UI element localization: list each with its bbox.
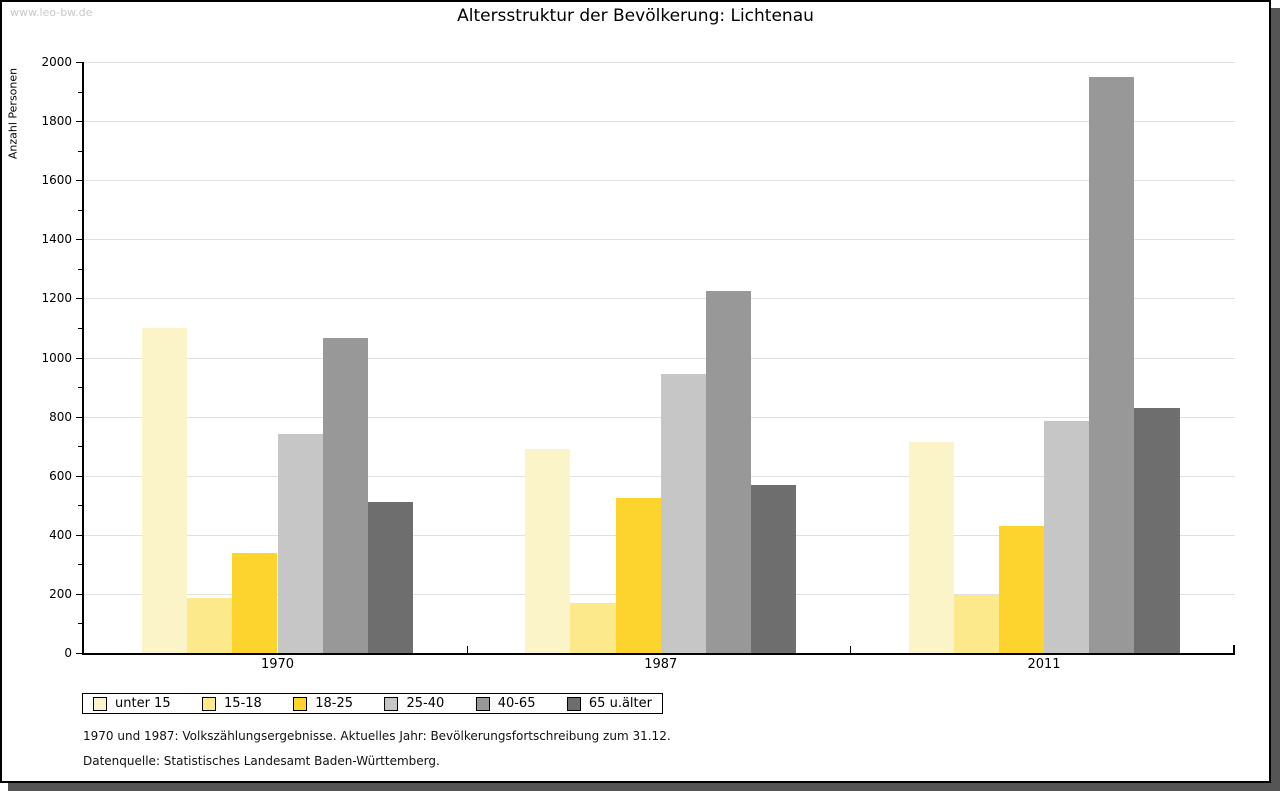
bar-2011-15-18: [953, 595, 999, 653]
bar-2011-65-u-lter: [1134, 407, 1180, 653]
y-axis-major-tick: [76, 475, 82, 477]
y-axis-tick-label: 1800: [41, 114, 72, 129]
y-axis-tick-label: 1400: [41, 232, 72, 247]
gridline: [84, 475, 1235, 477]
gridline: [84, 298, 1235, 300]
y-axis-tick-label: 800: [49, 409, 72, 424]
y-axis-major-tick: [76, 239, 82, 241]
x-axis-category-label: 2011: [1027, 657, 1061, 672]
y-axis-minor-tick: [78, 446, 82, 448]
bar-1970-15-18: [187, 598, 233, 653]
y-axis-major-tick: [76, 180, 82, 182]
bar-1987-15-18: [570, 602, 616, 653]
legend-label: 40-65: [497, 696, 536, 711]
bar-1970-25-40: [277, 434, 323, 653]
y-axis-minor-tick: [78, 387, 82, 389]
legend-item-65-u-lter: 65 u.älter: [566, 696, 652, 711]
legend-item-25-40: 25-40: [384, 696, 444, 711]
gridline: [84, 357, 1235, 359]
footnote-source-note: 1970 und 1987: Volkszählungsergebnisse. …: [83, 729, 671, 743]
bar-1987-25-40: [660, 373, 706, 653]
x-axis-category-label: 1970: [260, 657, 295, 672]
y-axis-minor-tick: [78, 91, 82, 93]
frame-shadow-right: [1271, 8, 1280, 791]
x-axis-tick: [467, 646, 468, 653]
bar-1987-unter-15: [525, 449, 571, 653]
legend-label: 18-25: [315, 696, 354, 711]
y-axis-tick-label: 0: [64, 646, 72, 660]
gridline: [84, 239, 1235, 241]
x-axis-category-label: 1987: [644, 657, 678, 672]
legend-label: 65 u.älter: [588, 696, 652, 711]
legend-swatch-40-65: [475, 696, 490, 711]
y-axis-tick-label: 600: [49, 468, 72, 483]
y-axis-minor-tick: [78, 209, 82, 211]
gridline: [84, 62, 1235, 63]
legend-item-18-25: 18-25: [293, 696, 353, 711]
gridline: [84, 121, 1235, 123]
y-axis-tick-label: 1000: [41, 350, 72, 365]
plot-area: 0 200 400 600 800 1000 1200 1400 1600 1800 2000 197…: [41, 55, 1235, 672]
bar-1970-18-25: [232, 552, 278, 653]
y-axis-minor-tick: [78, 327, 82, 329]
chart-title: Altersstruktur der Bevölkerung: Lichtena…: [457, 6, 814, 26]
bar-1970-40-65: [322, 338, 368, 653]
frame-shadow-bottom: [8, 783, 1280, 791]
legend-swatch-unter-15: [93, 696, 107, 711]
watermark: www.leo-bw.de: [10, 6, 93, 19]
y-axis-minor-tick: [78, 564, 82, 566]
bar-1970-unter-15: [142, 327, 188, 653]
y-axis-major-tick: [76, 121, 82, 123]
legend-item-15-18: 15-18: [202, 696, 262, 711]
y-axis-major-tick: [76, 298, 82, 300]
legend-item-unter-15: unter 15: [93, 696, 171, 711]
y-axis-major-tick: [76, 416, 82, 418]
legend-swatch-15-18: [202, 696, 217, 711]
legend: unter 15 15-18 18-25 25-40 40-65 65 u.älter: [82, 693, 663, 714]
y-axis-major-tick: [76, 62, 82, 63]
y-axis-minor-tick: [78, 268, 82, 270]
bar-2011-unter-15: [908, 441, 954, 653]
legend-swatch-25-40: [384, 696, 399, 711]
legend-item-40-65: 40-65: [475, 696, 536, 711]
bar-2011-18-25: [998, 525, 1044, 653]
gridline: [84, 180, 1235, 182]
legend-swatch-65-u-lter: [566, 696, 581, 711]
y-axis-major-tick: [76, 593, 82, 595]
y-axis-minor-tick: [78, 150, 82, 152]
bar-1970-65-u-lter: [367, 502, 413, 653]
bar-1987-18-25: [615, 497, 661, 653]
y-axis-tick-label: 2000: [41, 55, 72, 69]
bar-1987-65-u-lter: [751, 484, 797, 653]
footnote-data-source: Datenquelle: Statistisches Landesamt Bad…: [83, 754, 440, 768]
y-axis-minor-tick: [78, 505, 82, 507]
y-axis-major-tick: [76, 653, 82, 654]
y-axis-tick-label: 1600: [41, 173, 72, 188]
y-axis-major-tick: [76, 534, 82, 536]
y-axis-tick-label: 400: [49, 527, 72, 542]
bar-2011-25-40: [1044, 421, 1090, 653]
bar-2011-40-65: [1089, 76, 1135, 653]
x-axis-tick: [850, 646, 851, 653]
y-axis-major-tick: [76, 357, 82, 359]
x-axis-end-tick: [1233, 645, 1235, 653]
y-axis-tick-label: 200: [49, 586, 72, 601]
gridline: [84, 416, 1235, 418]
legend-label: 15-18: [224, 696, 262, 711]
legend-label: 25-40: [406, 696, 445, 711]
legend-swatch-18-25: [293, 696, 308, 711]
y-axis-title: Anzahl Personen: [6, 67, 20, 160]
y-axis-tick-label: 1200: [41, 291, 72, 306]
y-axis-minor-tick: [78, 623, 82, 625]
bar-1987-40-65: [705, 291, 752, 653]
legend-label: unter 15: [115, 696, 171, 711]
